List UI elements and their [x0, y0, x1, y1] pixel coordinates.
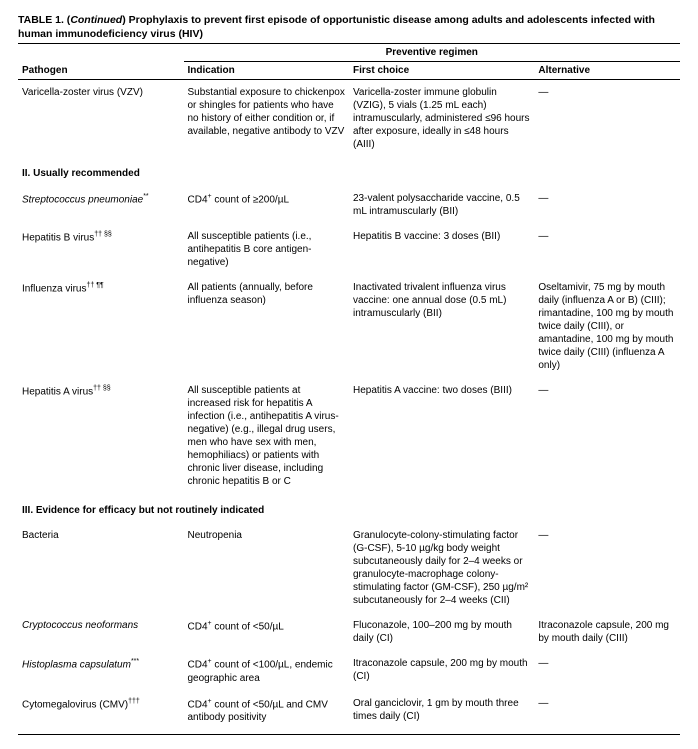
- alt-cell: Itraconazole capsule, 200 mg by mouth da…: [534, 613, 680, 651]
- first-choice-cell: Hepatitis B vaccine: 3 doses (BII): [349, 224, 534, 275]
- title-prefix: TABLE 1. (: [18, 14, 70, 26]
- pathogen-cell: Influenza virus†† ¶¶: [18, 275, 184, 378]
- table-title: TABLE 1. (Continued) Prophylaxis to prev…: [18, 14, 680, 44]
- header-alt: Alternative: [534, 62, 680, 80]
- table-row: Cryptococcus neoformans CD4+ count of <5…: [18, 613, 680, 651]
- first-choice-cell: Itraconazole capsule, 200 mg by mouth (C…: [349, 651, 534, 690]
- header-pathogen: Pathogen: [18, 62, 184, 80]
- first-choice-cell: Varicella-zoster immune globulin (VZIG),…: [349, 80, 534, 158]
- section-header: II. Usually recommended: [18, 157, 680, 186]
- alt-cell: —: [534, 523, 680, 613]
- indication-cell: CD4+ count of <50/µL: [184, 613, 350, 651]
- alt-cell: —: [534, 651, 680, 690]
- first-choice-cell: Fluconazole, 100–200 mg by mouth daily (…: [349, 613, 534, 651]
- pathogen-cell: Bacteria: [18, 523, 184, 613]
- pathogen-cell: Hepatitis B virus†† §§: [18, 224, 184, 275]
- indication-cell: CD4+ count of ≥200/µL: [184, 186, 350, 224]
- pathogen-cell: Streptococcus pneumoniae**: [18, 186, 184, 224]
- table-row: Hepatitis A virus†† §§ All susceptible p…: [18, 378, 680, 494]
- table-row: Hepatitis B virus†† §§ All susceptible p…: [18, 224, 680, 275]
- section-3-label: III. Evidence for efficacy but not routi…: [18, 494, 680, 523]
- first-choice-cell: Inactivated trivalent influenza virus va…: [349, 275, 534, 378]
- header-indication: Indication: [184, 62, 350, 80]
- pathogen-cell: Hepatitis A virus†† §§: [18, 378, 184, 494]
- table-row: Cytomegalovirus (CMV)††† CD4+ count of <…: [18, 691, 680, 735]
- first-choice-cell: Oral ganciclovir, 1 gm by mouth three ti…: [349, 691, 534, 735]
- section-header: III. Evidence for efficacy but not routi…: [18, 494, 680, 523]
- section-2-label: II. Usually recommended: [18, 157, 680, 186]
- table-row: Streptococcus pneumoniae** CD4+ count of…: [18, 186, 680, 224]
- header-first: First choice: [349, 62, 534, 80]
- first-choice-cell: Granulocyte-colony-stimulating factor (G…: [349, 523, 534, 613]
- table-row: Bacteria Neutropenia Granulocyte-colony-…: [18, 523, 680, 613]
- pathogen-cell: Varicella-zoster virus (VZV): [18, 80, 184, 158]
- indication-cell: Neutropenia: [184, 523, 350, 613]
- table-row: Influenza virus†† ¶¶ All patients (annua…: [18, 275, 680, 378]
- prophylaxis-table: Preventive regimen Pathogen Indication F…: [18, 44, 680, 735]
- alt-cell: —: [534, 186, 680, 224]
- first-choice-cell: 23-valent polysaccharide vaccine, 0.5 mL…: [349, 186, 534, 224]
- alt-cell: Oseltamivir, 75 mg by mouth daily (influ…: [534, 275, 680, 378]
- alt-cell: —: [534, 691, 680, 735]
- header-preventive: Preventive regimen: [184, 44, 681, 62]
- alt-cell: —: [534, 80, 680, 158]
- indication-cell: All susceptible patients (i.e., antihepa…: [184, 224, 350, 275]
- title-continued: Continued: [70, 14, 122, 26]
- indication-cell: CD4+ count of <100/µL, endemic geographi…: [184, 651, 350, 690]
- table-row: Varicella-zoster virus (VZV) Substantial…: [18, 80, 680, 158]
- pathogen-cell: Histoplasma capsulatum***: [18, 651, 184, 690]
- indication-cell: All patients (annually, before influenza…: [184, 275, 350, 378]
- pathogen-cell: Cryptococcus neoformans: [18, 613, 184, 651]
- pathogen-cell: Cytomegalovirus (CMV)†††: [18, 691, 184, 735]
- indication-cell: CD4+ count of <50/µL and CMV antibody po…: [184, 691, 350, 735]
- alt-cell: —: [534, 224, 680, 275]
- table-row: Histoplasma capsulatum*** CD4+ count of …: [18, 651, 680, 690]
- alt-cell: —: [534, 378, 680, 494]
- first-choice-cell: Hepatitis A vaccine: two doses (BIII): [349, 378, 534, 494]
- indication-cell: Substantial exposure to chickenpox or sh…: [184, 80, 350, 158]
- indication-cell: All susceptible patients at increased ri…: [184, 378, 350, 494]
